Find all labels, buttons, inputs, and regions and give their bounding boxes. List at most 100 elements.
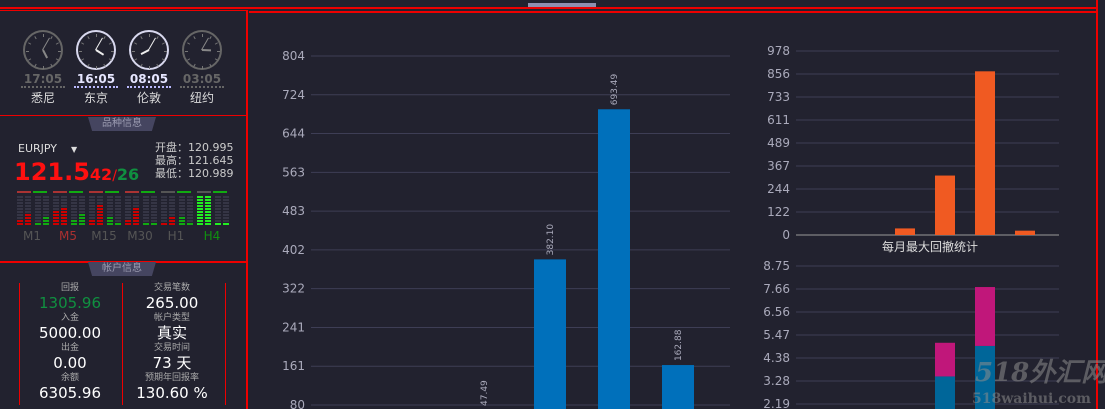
timeframe-meter[interactable] [17,191,53,227]
y-tick-label: 122 [767,205,790,219]
bar-data-label: 693.49 [610,74,620,106]
timeframe-label[interactable]: H4 [203,229,221,243]
price-sep: / [112,168,117,184]
symbol-info-header: 品种信息 [88,117,156,131]
chevron-down-icon: ▼ [71,145,78,154]
y-tick-label: 6.56 [763,305,790,319]
y-tick-label: 611 [767,113,790,127]
timeframe-label[interactable]: M5 [59,229,77,243]
bar [534,259,566,409]
symbol-name: EURJPY [18,142,57,155]
price-ask: 26 [116,165,140,184]
divider [122,283,123,405]
bar [662,365,694,409]
account-label: 预期年回报率 [144,373,199,383]
y-tick-label: 0 [782,228,790,242]
account-value: 265.00 [145,294,199,312]
y-tick-label: 80 [290,398,305,409]
timeframe-meter[interactable] [125,191,161,227]
price-display: 121.542/26 [14,158,139,186]
bar [975,71,995,235]
timeframe-meter[interactable] [53,191,89,227]
stacked-bar-segment [975,287,995,346]
account-label: 入金 [60,313,79,323]
y-tick-label: 241 [282,320,305,334]
y-tick-label: 3.28 [763,374,790,388]
bar [598,109,630,409]
clock-time: 03:05 [180,72,224,88]
y-tick-label: 644 [282,127,305,141]
bar-data-label: 162.88 [674,329,684,361]
stacked-bar-segment [975,345,995,409]
clock-city: 东京 [83,91,108,105]
account-value: 1305.96 [38,294,102,312]
left-top-border [0,10,246,11]
clock-city: 伦敦 [136,91,161,105]
y-tick-label: 483 [282,204,305,218]
timeframe-meter[interactable] [197,191,233,227]
top-border [0,7,1096,9]
left-panel-border [246,10,248,409]
timeframe-meter[interactable] [161,191,197,227]
y-tick-label: 2.19 [763,397,790,409]
y-tick-label: 402 [282,243,305,257]
timeframe-label[interactable]: M15 [91,229,117,243]
scroll-tab[interactable] [528,3,596,7]
clock-time: 17:05 [21,72,65,88]
y-tick-label: 161 [282,359,305,373]
right-border [1096,0,1098,409]
bar [935,175,955,235]
y-tick-label: 322 [282,282,305,296]
symbol-select[interactable]: EURJPY ▼ [18,142,77,156]
open-price: 开盘：120.995 [155,141,234,154]
y-tick-label: 489 [767,136,790,150]
account-value: 0.00 [53,354,87,372]
y-tick-label: 978 [767,44,790,58]
divider [0,115,246,116]
bar-data-label: 47.49 [480,380,490,406]
clock-icon [76,30,116,70]
account-label: 回报 [60,283,79,293]
y-tick-label: 8.75 [763,259,790,273]
y-tick-label: 724 [282,88,305,102]
account-info-header: 帐户信息 [88,262,156,276]
clock-icon [182,30,222,70]
bar [895,228,915,235]
y-tick-label: 5.47 [763,328,790,342]
divider [19,283,20,405]
account-value: 130.60 % [136,384,208,402]
account-label: 出金 [60,343,79,353]
y-tick-label: 4.38 [763,351,790,365]
timeframe-meter[interactable] [89,191,125,227]
account-label: 余额 [60,373,79,383]
bar-data-label: 382.10 [546,224,556,256]
y-tick-label: 856 [767,67,790,81]
y-tick-label: 563 [282,165,305,179]
clock-time: 16:05 [74,72,118,88]
main-top-border [249,11,1097,13]
account-value: 真实 [156,324,187,342]
account-label: 交易笔数 [153,283,190,293]
y-tick-label: 733 [767,90,790,104]
clock-city: 纽约 [189,91,214,105]
clock-icon [129,30,169,70]
y-tick-label: 244 [767,182,790,196]
chart-title: 每月最大回撤统计 [882,239,978,254]
account-label: 帐户类型 [153,313,190,323]
timeframe-label[interactable]: M30 [127,229,153,243]
high-price: 最高：121.645 [155,154,234,167]
account-value: 5000.00 [38,324,102,342]
clock-time: 08:05 [127,72,171,88]
account-value: 73 天 [152,354,192,372]
divider [225,283,226,405]
account-label: 交易时间 [153,343,190,353]
price-big: 121.5 [14,158,90,186]
timeframe-label[interactable]: M1 [23,229,41,243]
low-price: 最低：120.989 [155,167,234,180]
timeframe-label[interactable]: H1 [167,229,185,243]
clock-city: 悉尼 [30,91,55,105]
y-tick-label: 7.66 [763,282,790,296]
watermark-url: 518waihui.com [972,391,1091,407]
y-tick-label: 804 [282,49,305,63]
